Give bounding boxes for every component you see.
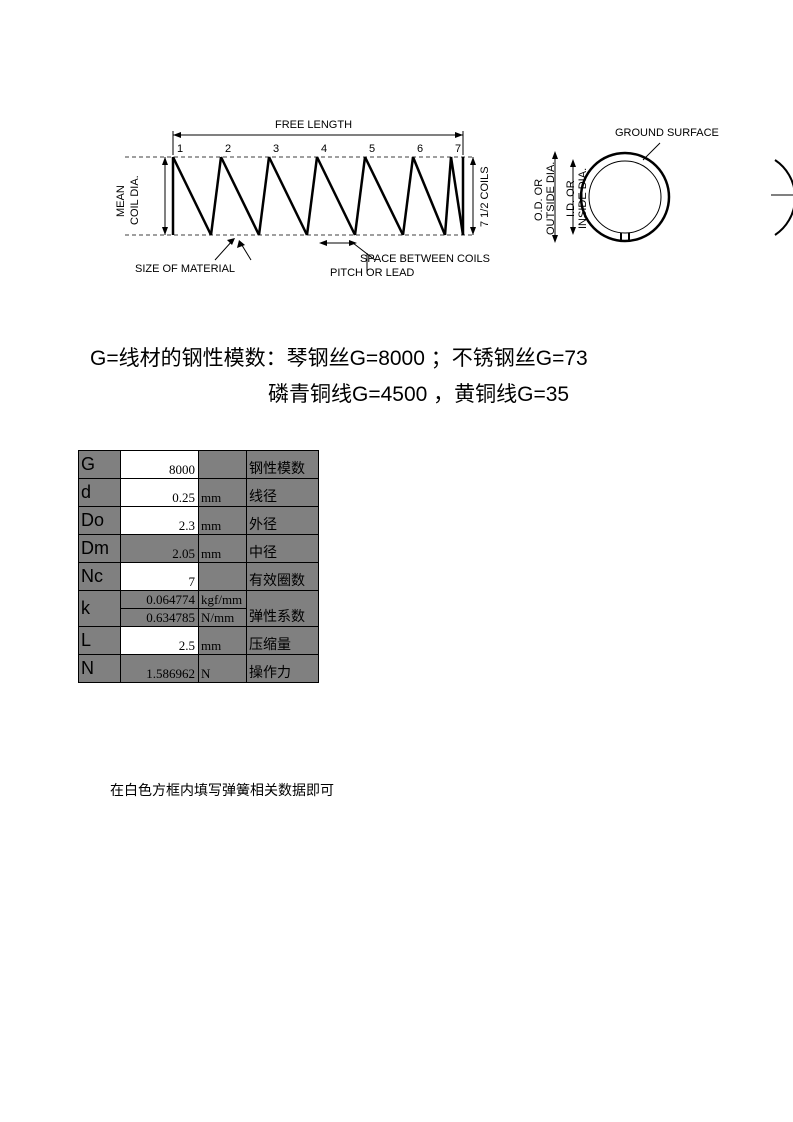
spring-svg [115, 125, 793, 305]
desc-G: 钢性模数 [247, 451, 319, 479]
table-row: d 0.25 mm 线径 [79, 479, 319, 507]
label-free-length: FREE LENGTH [275, 119, 352, 131]
coil-num-1: 1 [177, 143, 183, 155]
coil-num-7: 7 [455, 143, 461, 155]
sym-Do: Do [79, 507, 121, 535]
label-mean: MEAN [115, 185, 127, 217]
table-row: Nc 7 有效圈数 [79, 563, 319, 591]
sym-Nc: Nc [79, 563, 121, 591]
val-Nc[interactable]: 7 [121, 563, 199, 591]
coil-num-4: 4 [321, 143, 327, 155]
table-row-k1: k 0.064774 kgf/mm 弹性系数 [79, 591, 319, 609]
table-row: N 1.586962 N 操作力 [79, 655, 319, 683]
val-k1: 0.064774 [121, 591, 199, 609]
unit-Dm: mm [199, 535, 247, 563]
coil-num-3: 3 [273, 143, 279, 155]
unit-G [199, 451, 247, 479]
table-row: Do 2.3 mm 外径 [79, 507, 319, 535]
unit-Nc [199, 563, 247, 591]
modulus-line2: 磷青铜线G=4500 ，黄铜线G=35 [268, 378, 569, 408]
sym-k: k [79, 591, 121, 627]
desc-d: 线径 [247, 479, 319, 507]
unit-k1: kgf/mm [199, 591, 247, 609]
label-id-or: I.D. OR [565, 180, 577, 217]
unit-Do: mm [199, 507, 247, 535]
coil-num-5: 5 [369, 143, 375, 155]
val-Do[interactable]: 2.3 [121, 507, 199, 535]
label-outside-dia: OUTSIDE DIA. [545, 162, 557, 235]
label-od-or: O.D. OR [533, 179, 545, 221]
unit-N: N [199, 655, 247, 683]
label-size-material: SIZE OF MATERIAL [135, 263, 235, 275]
sym-Dm: Dm [79, 535, 121, 563]
label-coil-dia: COIL DIA. [129, 175, 141, 225]
instruction-note: 在白色方框内填写弹簧相关数据即可 [110, 780, 334, 800]
unit-k2: N/mm [199, 609, 247, 627]
parameter-table: G 8000 钢性模数 d 0.25 mm 线径 Do 2.3 mm 外径 Dm… [78, 450, 319, 683]
spring-diagram: FREE LENGTH MEAN COIL DIA. 7 1/2 COILS S… [115, 125, 793, 295]
sym-d: d [79, 479, 121, 507]
val-Dm: 2.05 [121, 535, 199, 563]
table-row: L 2.5 mm 压缩量 [79, 627, 319, 655]
coil-num-6: 6 [417, 143, 423, 155]
desc-Do: 外径 [247, 507, 319, 535]
coil-num-2: 2 [225, 143, 231, 155]
val-G[interactable]: 8000 [121, 451, 199, 479]
table-row: Dm 2.05 mm 中径 [79, 535, 319, 563]
desc-Dm: 中径 [247, 535, 319, 563]
table-row: G 8000 钢性模数 [79, 451, 319, 479]
label-space-between: SPACE BETWEEN COILS [360, 253, 490, 265]
val-N: 1.586962 [121, 655, 199, 683]
sym-G: G [79, 451, 121, 479]
label-ground-surface: GROUND SURFACE [615, 127, 719, 139]
label-inside-dia: INSIDE DIA. [577, 168, 589, 229]
desc-k: 弹性系数 [247, 591, 319, 627]
modulus-line1: G=线材的钢性模数：琴钢丝G=8000 ；不锈钢丝G=73 [90, 340, 588, 378]
label-712-coils: 7 1/2 COILS [479, 166, 491, 227]
sym-L: L [79, 627, 121, 655]
unit-L: mm [199, 627, 247, 655]
val-d[interactable]: 0.25 [121, 479, 199, 507]
desc-Nc: 有效圈数 [247, 563, 319, 591]
label-pitch-lead: PITCH OR LEAD [330, 267, 414, 279]
sym-N: N [79, 655, 121, 683]
val-k2: 0.634785 [121, 609, 199, 627]
desc-L: 压缩量 [247, 627, 319, 655]
desc-N: 操作力 [247, 655, 319, 683]
unit-d: mm [199, 479, 247, 507]
val-L[interactable]: 2.5 [121, 627, 199, 655]
